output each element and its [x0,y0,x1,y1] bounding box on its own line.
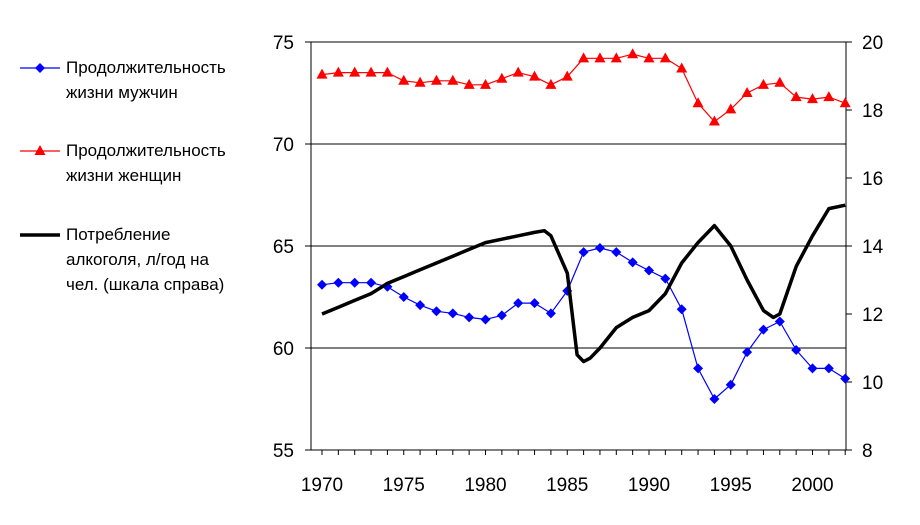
y-left-tick-label: 75 [273,33,294,54]
data-point-triangle [496,72,508,83]
y-right-tick-label: 20 [862,33,883,54]
data-point-triangle [659,52,671,63]
data-point-triangle [463,78,475,89]
y-right-tick-label: 12 [862,305,883,326]
data-point-triangle [692,97,704,108]
data-point-diamond [480,314,491,325]
data-point-diamond [807,363,818,374]
y-left-tick-label: 65 [273,237,294,258]
data-point-triangle [480,78,491,89]
data-point-diamond [447,308,458,319]
y-right-tick-label: 10 [862,373,883,394]
data-point-diamond [774,316,785,327]
axes: 55 60 65 70 75 8 10 12 14 16 18 20 1970 1975 1980 1985 1… [273,33,884,496]
data-point-triangle [725,103,737,114]
data-point-triangle [381,66,393,77]
data-point-diamond [578,247,589,258]
y-left-tick-label: 55 [273,441,294,462]
data-point-diamond [742,347,753,358]
data-point-diamond [709,394,720,404]
data-point-triangle [627,48,639,59]
data-point-triangle [741,87,753,97]
gridlines [311,41,846,349]
legend-label: алкоголя, л/год на [66,250,210,269]
data-point-diamond [333,277,344,288]
data-point-triangle [398,74,410,85]
data-point-diamond [496,310,507,321]
data-point-triangle [529,70,541,81]
data-point-triangle [610,52,622,63]
data-point-diamond [464,312,475,323]
data-point-diamond [317,279,327,290]
data-point-triangle [594,52,606,63]
data-point-triangle [839,97,851,108]
data-point-diamond [758,324,769,335]
legend-marker-triangle [34,145,46,155]
data-point-triangle [349,66,361,77]
legend-label: Продолжительность [66,58,226,77]
x-tick-label: 1985 [546,475,588,496]
x-tick-label: 1975 [383,475,425,496]
series-line-2 [321,203,846,364]
y-right-tick-label: 8 [862,441,873,462]
x-tick-label: 1990 [628,475,670,496]
data-point-diamond [693,363,704,374]
data-point-triangle [545,78,557,89]
series-lines [316,48,851,404]
data-point-triangle [332,66,344,77]
y-left-tick-label: 60 [273,339,294,360]
data-point-triangle [430,74,442,85]
legend-label: Потребление [66,225,171,244]
data-point-diamond [840,373,851,384]
y-left-tick-label: 70 [273,135,294,156]
data-point-diamond [791,345,802,356]
data-point-triangle [807,93,818,104]
data-point-diamond [676,304,687,315]
x-tick-label: 1970 [301,475,343,496]
data-point-triangle [708,115,720,126]
legend: Продолжительность жизни мужчин Продолжител… [20,58,226,294]
x-tick-label: 1980 [464,475,506,496]
data-point-diamond [529,298,540,309]
legend-label: чел. (шкала справа) [66,275,224,294]
data-point-triangle [414,76,426,87]
legend-label: жизни женщин [66,166,181,185]
legend-label: жизни мужчин [66,83,178,102]
data-point-diamond [644,265,654,276]
data-point-triangle [790,91,802,102]
legend-marker-diamond [35,63,45,73]
data-point-triangle [774,76,786,87]
data-point-triangle [578,52,590,63]
data-point-triangle [676,62,688,73]
data-point-triangle [757,78,769,89]
data-point-diamond [660,273,671,284]
y-right-tick-label: 16 [862,169,883,190]
data-point-diamond [431,306,442,317]
data-point-diamond [545,308,556,319]
data-point-diamond [594,243,605,254]
data-point-diamond [366,277,377,288]
data-point-diamond [415,300,426,311]
data-point-diamond [349,277,360,288]
data-point-diamond [513,298,524,309]
data-point-diamond [725,379,736,390]
data-point-triangle [365,66,377,77]
legend-label: Продолжительность [66,141,226,160]
data-point-triangle [316,68,328,79]
data-point-triangle [561,70,573,81]
data-point-triangle [447,74,459,85]
x-tick-label: 2000 [791,475,833,496]
series-line-0 [321,247,846,400]
data-point-diamond [823,363,834,374]
data-point-triangle [823,91,835,102]
y-right-tick-label: 14 [862,237,884,258]
x-tick-label: 1995 [710,475,752,496]
data-point-diamond [627,257,638,268]
data-point-triangle [512,66,524,77]
data-point-triangle [643,52,655,63]
data-point-diamond [611,247,622,258]
y-right-tick-label: 18 [862,101,883,122]
data-point-diamond [398,292,409,302]
